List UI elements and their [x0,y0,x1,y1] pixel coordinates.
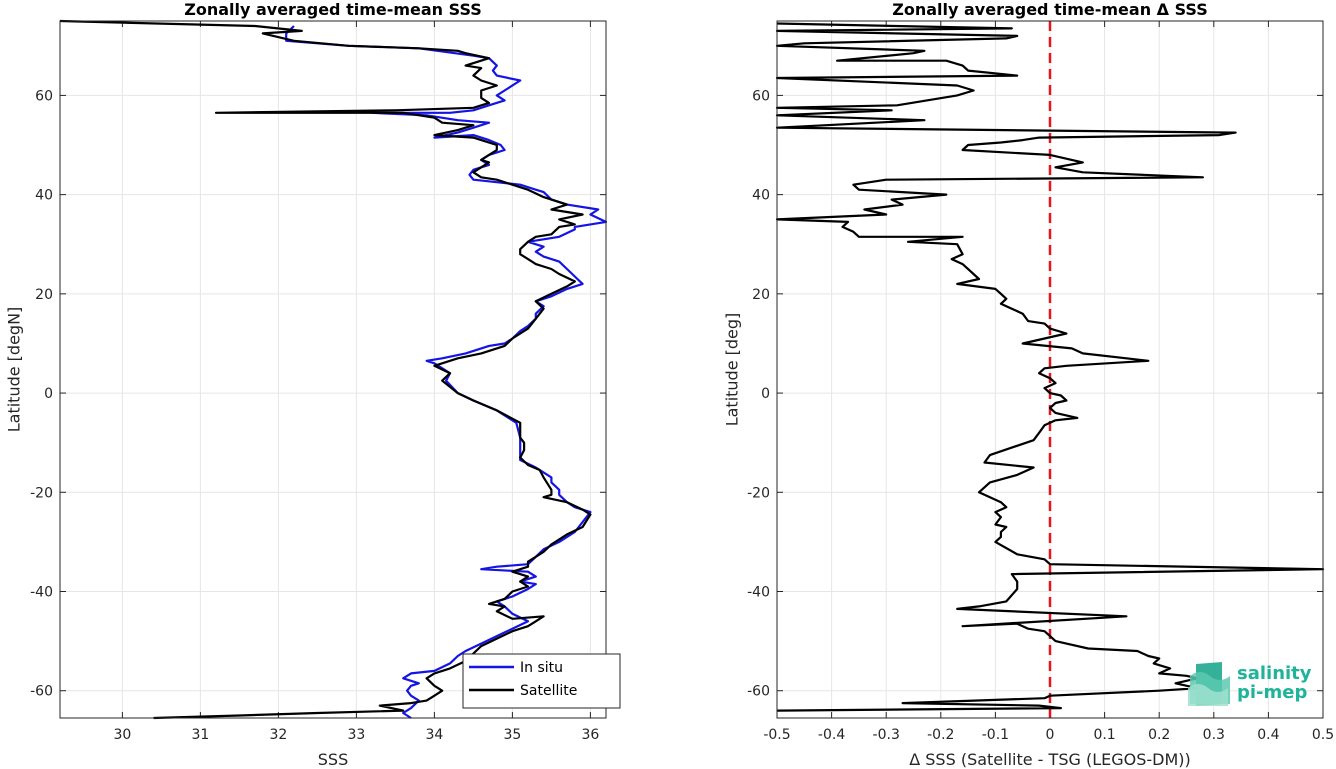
legend-box [462,653,621,709]
logo-text-salinity: salinity [1237,663,1312,684]
right-y-tick-label: 20 [752,287,770,303]
left-grid [60,21,606,718]
right-x-axis-label: Δ SSS (Satellite - TSG (LEGOS-DM)) [909,750,1191,769]
right-y-tick-label: -60 [747,684,770,700]
right-series-layer [775,21,1325,718]
right-x-tick-label: -0.4 [818,727,845,743]
left-x-tick-label: 30 [113,727,131,743]
right-x-tick-label: 0.2 [1148,727,1170,743]
left-y-tick-label: -60 [30,684,53,700]
right-y-tick-label: 0 [761,386,770,402]
right-y-tick-label: 40 [752,188,770,204]
right-y-tick-label: -40 [747,584,770,600]
right-y-tick-label: 60 [752,88,770,104]
legend-label-insitu: In situ [520,660,563,676]
left-axes-frame [59,20,607,719]
left-y-tick-label: -40 [30,584,53,600]
legend: In situ Satellite [462,653,621,709]
right-y-axis-label: Latitude [deg] [723,313,742,427]
logo-text-pi-mep: pi-mep [1237,682,1307,703]
right-x-tick-label: 0.1 [1093,727,1115,743]
left-y-tick-label: 0 [44,386,53,402]
left-y-tick-label: 40 [35,188,53,204]
right-x-tick-label: -0.3 [873,727,900,743]
left-y-tick-label: 60 [35,88,53,104]
right-y-tick-label: -20 [747,485,770,501]
left-chart-title: Zonally averaged time-mean SSS [184,0,482,19]
right-axes-frame [776,20,1324,719]
right-x-tick-label: 0.4 [1257,727,1279,743]
left-x-axis-label: SSS [318,750,348,769]
left-panel: 30 31 32 33 34 35 36 -60 -40 -20 0 20 40 60 Zonally a… [5,0,621,769]
right-x-tick-label: -0.2 [927,727,954,743]
right-x-tick-label: 0.5 [1312,727,1334,743]
left-series-layer [59,19,608,720]
right-panel: -0.5 -0.4 -0.3 -0.2 -0.1 0 0.1 0.2 0.3 0.4 0.5 -60 -… [723,0,1335,769]
right-x-tick-label: -0.1 [982,727,1009,743]
left-x-tick-label: 33 [347,727,365,743]
left-x-tick-label: 36 [581,727,599,743]
logo-waves-icon [1188,662,1230,706]
left-y-axis-label: Latitude [degN] [5,307,24,433]
right-series-line-delta-sss [775,22,1325,712]
left-y-tick-label: -20 [30,485,53,501]
right-x-tick-label: 0.3 [1203,727,1225,743]
right-chart-title: Zonally averaged time-mean Δ SSS [892,0,1208,19]
right-x-tick-label: -0.5 [763,727,790,743]
left-x-tick-label: 34 [425,727,443,743]
left-x-tick-label: 32 [269,727,287,743]
right-x-tick-label: 0 [1046,727,1055,743]
left-x-tick-label: 35 [503,727,521,743]
left-series-line-satellite [59,19,592,720]
left-y-tick-label: 20 [35,287,53,303]
salinity-pi-mep-logo: salinity pi-mep [1188,662,1312,706]
legend-label-satellite: Satellite [520,683,577,699]
right-tick-labels: -0.5 -0.4 -0.3 -0.2 -0.1 0 0.1 0.2 0.3 0.4 0.5 -60 -… [747,88,1334,743]
left-tick-labels: 30 31 32 33 34 35 36 -60 -40 -20 0 20 40 60 [30,88,599,743]
left-x-tick-label: 31 [191,727,209,743]
